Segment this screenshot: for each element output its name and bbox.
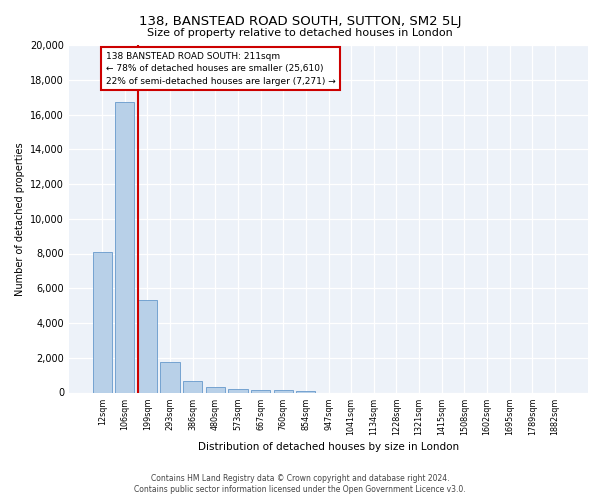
Bar bbox=[206, 387, 225, 392]
Bar bbox=[92, 252, 112, 392]
Bar bbox=[138, 300, 157, 392]
Bar bbox=[251, 390, 270, 392]
Bar bbox=[274, 390, 293, 392]
Bar bbox=[296, 391, 316, 392]
Text: 138 BANSTEAD ROAD SOUTH: 211sqm
← 78% of detached houses are smaller (25,610)
22: 138 BANSTEAD ROAD SOUTH: 211sqm ← 78% of… bbox=[106, 52, 335, 86]
Bar bbox=[229, 388, 248, 392]
Y-axis label: Number of detached properties: Number of detached properties bbox=[15, 142, 25, 296]
Bar bbox=[183, 381, 202, 392]
Bar bbox=[160, 362, 180, 392]
Text: Size of property relative to detached houses in London: Size of property relative to detached ho… bbox=[147, 28, 453, 38]
X-axis label: Distribution of detached houses by size in London: Distribution of detached houses by size … bbox=[198, 442, 459, 452]
Bar bbox=[115, 102, 134, 393]
Text: Contains HM Land Registry data © Crown copyright and database right 2024.
Contai: Contains HM Land Registry data © Crown c… bbox=[134, 474, 466, 494]
Text: 138, BANSTEAD ROAD SOUTH, SUTTON, SM2 5LJ: 138, BANSTEAD ROAD SOUTH, SUTTON, SM2 5L… bbox=[139, 14, 461, 28]
